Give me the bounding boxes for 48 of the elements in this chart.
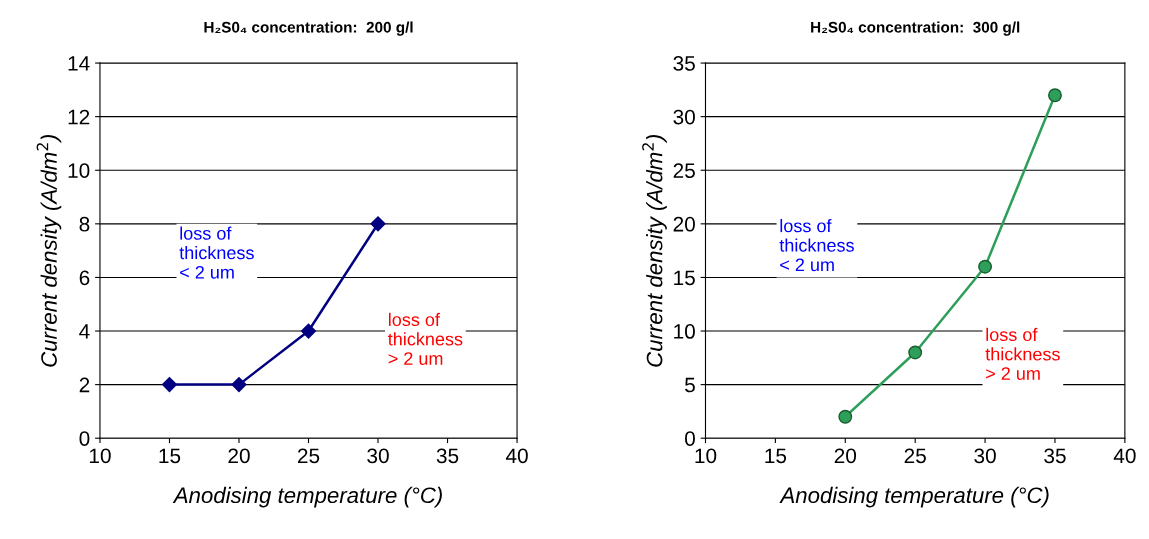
x-tick-label: 30 [974,448,996,464]
y-tick-label: 0 [684,431,695,446]
y-tick-label: 5 [685,377,695,393]
annotation: loss of thickness > 2 um [985,327,1060,380]
point [231,377,247,393]
x-tick-label: 20 [834,448,857,464]
x-tick-label: 15 [765,448,787,464]
x-tick-label: 40 [1113,448,1136,464]
y-tick-label: 25 [673,163,695,178]
annotation: loss of thickness < 2 um [179,226,254,279]
y-tick-label: 0 [79,431,90,446]
x-tick-label: 25 [904,448,926,464]
x-tick-label: 35 [436,448,459,464]
x-axis-title: Anodising temperature (°C) [172,486,442,508]
point [978,259,993,274]
x-axis-title: Anodising temperature (°C) [779,486,1049,508]
point [300,323,317,339]
y-tick-label: 14 [68,56,90,71]
point [838,409,853,424]
annotation: loss of thickness < 2 um [779,219,854,272]
y-tick-label: 20 [673,216,695,232]
y-tick-label: 10 [674,324,695,339]
y-tick-label: 12 [68,109,90,125]
x-tick-label: 15 [159,448,181,464]
y-axis-title: Current density (A/dm$^{2}$) [36,134,62,367]
y-tick-label: 30 [673,109,695,125]
point [370,216,386,232]
y-tick-label: 10 [68,163,90,178]
x-tick-label: 10 [695,448,717,464]
chart-title: H₂S0₄ concentration: 300 g/l [811,21,1020,36]
y-tick-label: 35 [673,56,695,71]
point [161,377,178,393]
x-tick-label: 25 [297,448,320,464]
y-tick-label: 8 [79,216,90,232]
y-axis-title: Current density (A/dm$^{2}$) [642,134,667,367]
chart-title: H₂S0₄ concentration: 200 g/l [204,21,413,36]
point [908,345,923,360]
point [1048,88,1062,103]
y-tick-label: 15 [674,270,695,286]
y-tick-label: 4 [79,324,90,339]
x-tick-label: 20 [228,448,250,464]
x-tick-label: 10 [89,448,111,464]
annotation: loss of thickness > 2 um [388,312,463,365]
x-tick-label: 30 [367,448,389,464]
y-tick-label: 2 [79,377,90,393]
x-tick-label: 35 [1044,448,1066,464]
y-tick-label: 6 [79,270,90,286]
x-tick-label: 40 [505,448,528,464]
